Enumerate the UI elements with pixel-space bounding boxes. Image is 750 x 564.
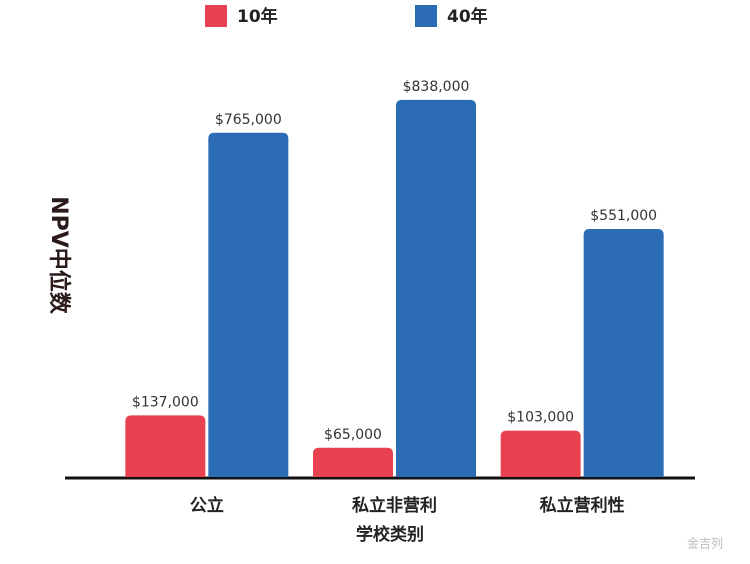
bar <box>583 229 664 477</box>
bar <box>500 430 581 477</box>
bar <box>396 99 476 478</box>
legend-label: 10年 <box>237 6 278 27</box>
bar <box>125 415 206 477</box>
value-label: $765,000 <box>215 112 282 128</box>
x-tick-label: 私立营利性 <box>540 495 625 516</box>
value-label: $137,000 <box>132 394 199 410</box>
x-axis-title: 学校类别 <box>356 524 424 545</box>
bar <box>313 447 393 477</box>
x-tick-label: 私立非营利 <box>352 495 437 516</box>
y-axis-title: NPV中位数 <box>46 196 72 315</box>
x-tick-label: 公立 <box>190 495 224 516</box>
bar <box>208 132 289 477</box>
watermark: 金吉列 <box>687 536 723 551</box>
legend-label: 40年 <box>447 6 488 27</box>
legend-swatch <box>415 5 437 27</box>
legend-swatch <box>205 5 227 27</box>
value-label: $65,000 <box>324 427 382 443</box>
value-label: $103,000 <box>507 410 574 426</box>
value-label: $838,000 <box>403 79 470 95</box>
value-label: $551,000 <box>590 208 657 224</box>
